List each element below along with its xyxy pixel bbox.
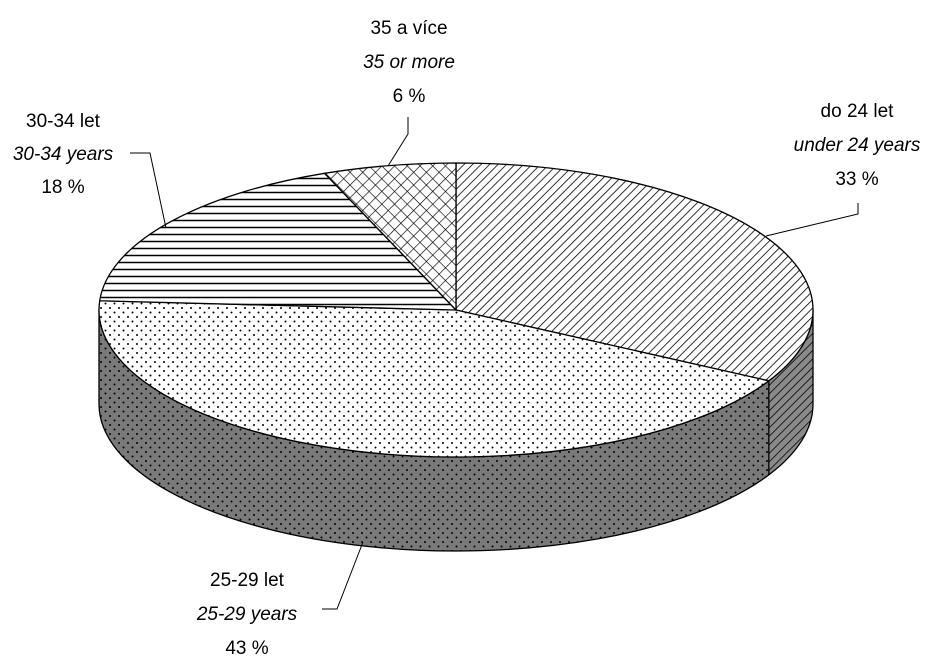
label-under-24-value: 33 % — [835, 169, 878, 190]
label-35-plus-cz: 35 a více — [370, 18, 447, 39]
pie-slice-25-29-years — [98, 300, 770, 458]
label-under-24-cz: do 24 let — [821, 101, 895, 122]
label-25-29-en: 25-29 years — [196, 604, 298, 625]
label-35-plus-value: 6 % — [393, 86, 426, 107]
label-35-plus-en: 35 or more — [363, 52, 455, 73]
label-25-29-value: 43 % — [225, 638, 268, 659]
leader-line-35-plus — [387, 117, 409, 167]
label-under-24-en: under 24 years — [794, 135, 921, 156]
pie-slice-under-24-years — [455, 162, 814, 382]
leader-line-30-34 — [130, 152, 167, 229]
pie-slice-30-34-years — [99, 172, 457, 311]
label-25-29-cz: 25-29 let — [210, 570, 285, 591]
leader-line-25-29 — [322, 541, 364, 610]
label-30-34-cz: 30-34 let — [26, 111, 101, 132]
pie-slice-35-or-more — [323, 162, 457, 311]
leader-line-under-24 — [765, 203, 859, 237]
label-30-34-en: 30-34 years — [13, 144, 114, 165]
label-30-34-value: 18 % — [41, 177, 84, 198]
